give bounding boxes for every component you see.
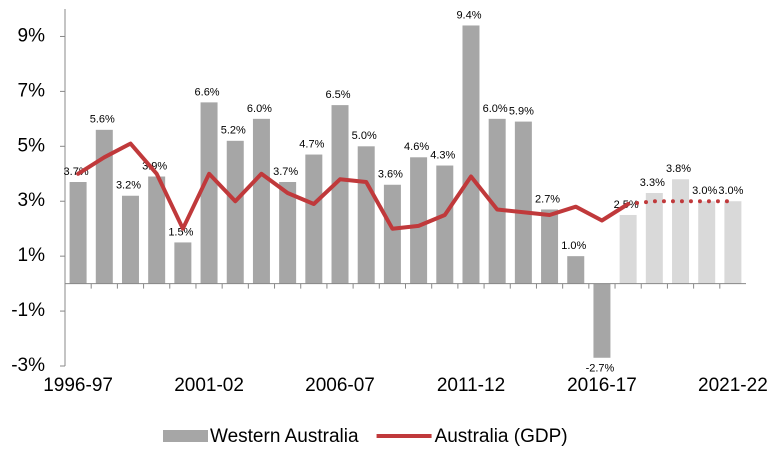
bar (69, 182, 87, 284)
value-label: 6.0% (247, 103, 272, 115)
bar (698, 201, 716, 284)
value-label: 3.2% (116, 180, 141, 192)
value-label: 3.0% (692, 185, 717, 197)
bar (200, 102, 218, 284)
x-tick-label: 2006-07 (305, 375, 375, 396)
value-label: 1.0% (561, 240, 586, 252)
value-label: 5.6% (90, 114, 115, 126)
bar (305, 154, 323, 284)
bar (462, 25, 480, 284)
value-label: 3.0% (718, 185, 743, 197)
bar (436, 165, 454, 284)
bar (724, 201, 742, 284)
y-tick-label: 5% (18, 135, 46, 156)
bar (357, 146, 375, 284)
value-label: -2.7% (586, 363, 615, 375)
value-label: 4.6% (404, 141, 429, 153)
y-tick-label: -3% (11, 355, 45, 376)
bar (279, 182, 297, 284)
value-label: 4.3% (430, 149, 455, 161)
value-label: 3.8% (666, 163, 691, 175)
bar (174, 242, 192, 284)
x-tick-label: 2016-17 (567, 375, 637, 396)
bar (121, 195, 139, 284)
value-label: 2.7% (535, 193, 560, 205)
bar (619, 214, 637, 284)
bar (514, 121, 532, 284)
bar (95, 129, 113, 284)
value-label: 6.5% (325, 89, 350, 101)
bar (226, 140, 244, 284)
y-tick-label: 3% (18, 190, 46, 211)
value-label: 4.7% (299, 138, 324, 150)
value-label: 9.4% (456, 9, 481, 21)
y-tick-label: 7% (18, 80, 46, 101)
legend-swatch (163, 430, 208, 442)
line (76, 141, 631, 231)
bar (488, 118, 506, 284)
y-tick-label: -1% (11, 300, 45, 321)
value-label: 5.9% (509, 105, 534, 117)
bar (252, 118, 270, 284)
value-label: 5.0% (352, 130, 377, 142)
value-label: 3.3% (640, 177, 665, 189)
value-label: 6.6% (195, 86, 220, 98)
value-label: 1.5% (168, 226, 193, 238)
value-label: 3.7% (273, 166, 298, 178)
x-tick-label: 2001-02 (174, 375, 244, 396)
x-tick-label: 1996-97 (43, 375, 113, 396)
bar (541, 209, 559, 284)
y-tick-label: 1% (18, 245, 46, 266)
bar (593, 283, 611, 358)
x-tick-label: 2021-22 (698, 375, 768, 396)
forecast-line (626, 199, 735, 206)
bar (672, 179, 690, 284)
bar (567, 256, 585, 284)
x-tick-label: 2011-12 (437, 375, 505, 396)
value-label: 3.6% (378, 169, 403, 181)
bar (331, 105, 349, 284)
legend-label: Australia (GDP) (435, 426, 568, 447)
bar (410, 157, 428, 284)
legend-label: Western Australia (210, 426, 359, 447)
y-tick-label: 9% (18, 25, 46, 46)
bar (383, 184, 401, 284)
bar (148, 176, 166, 284)
bar (645, 192, 663, 284)
value-label: 5.2% (221, 125, 246, 137)
value-label: 6.0% (483, 103, 508, 115)
